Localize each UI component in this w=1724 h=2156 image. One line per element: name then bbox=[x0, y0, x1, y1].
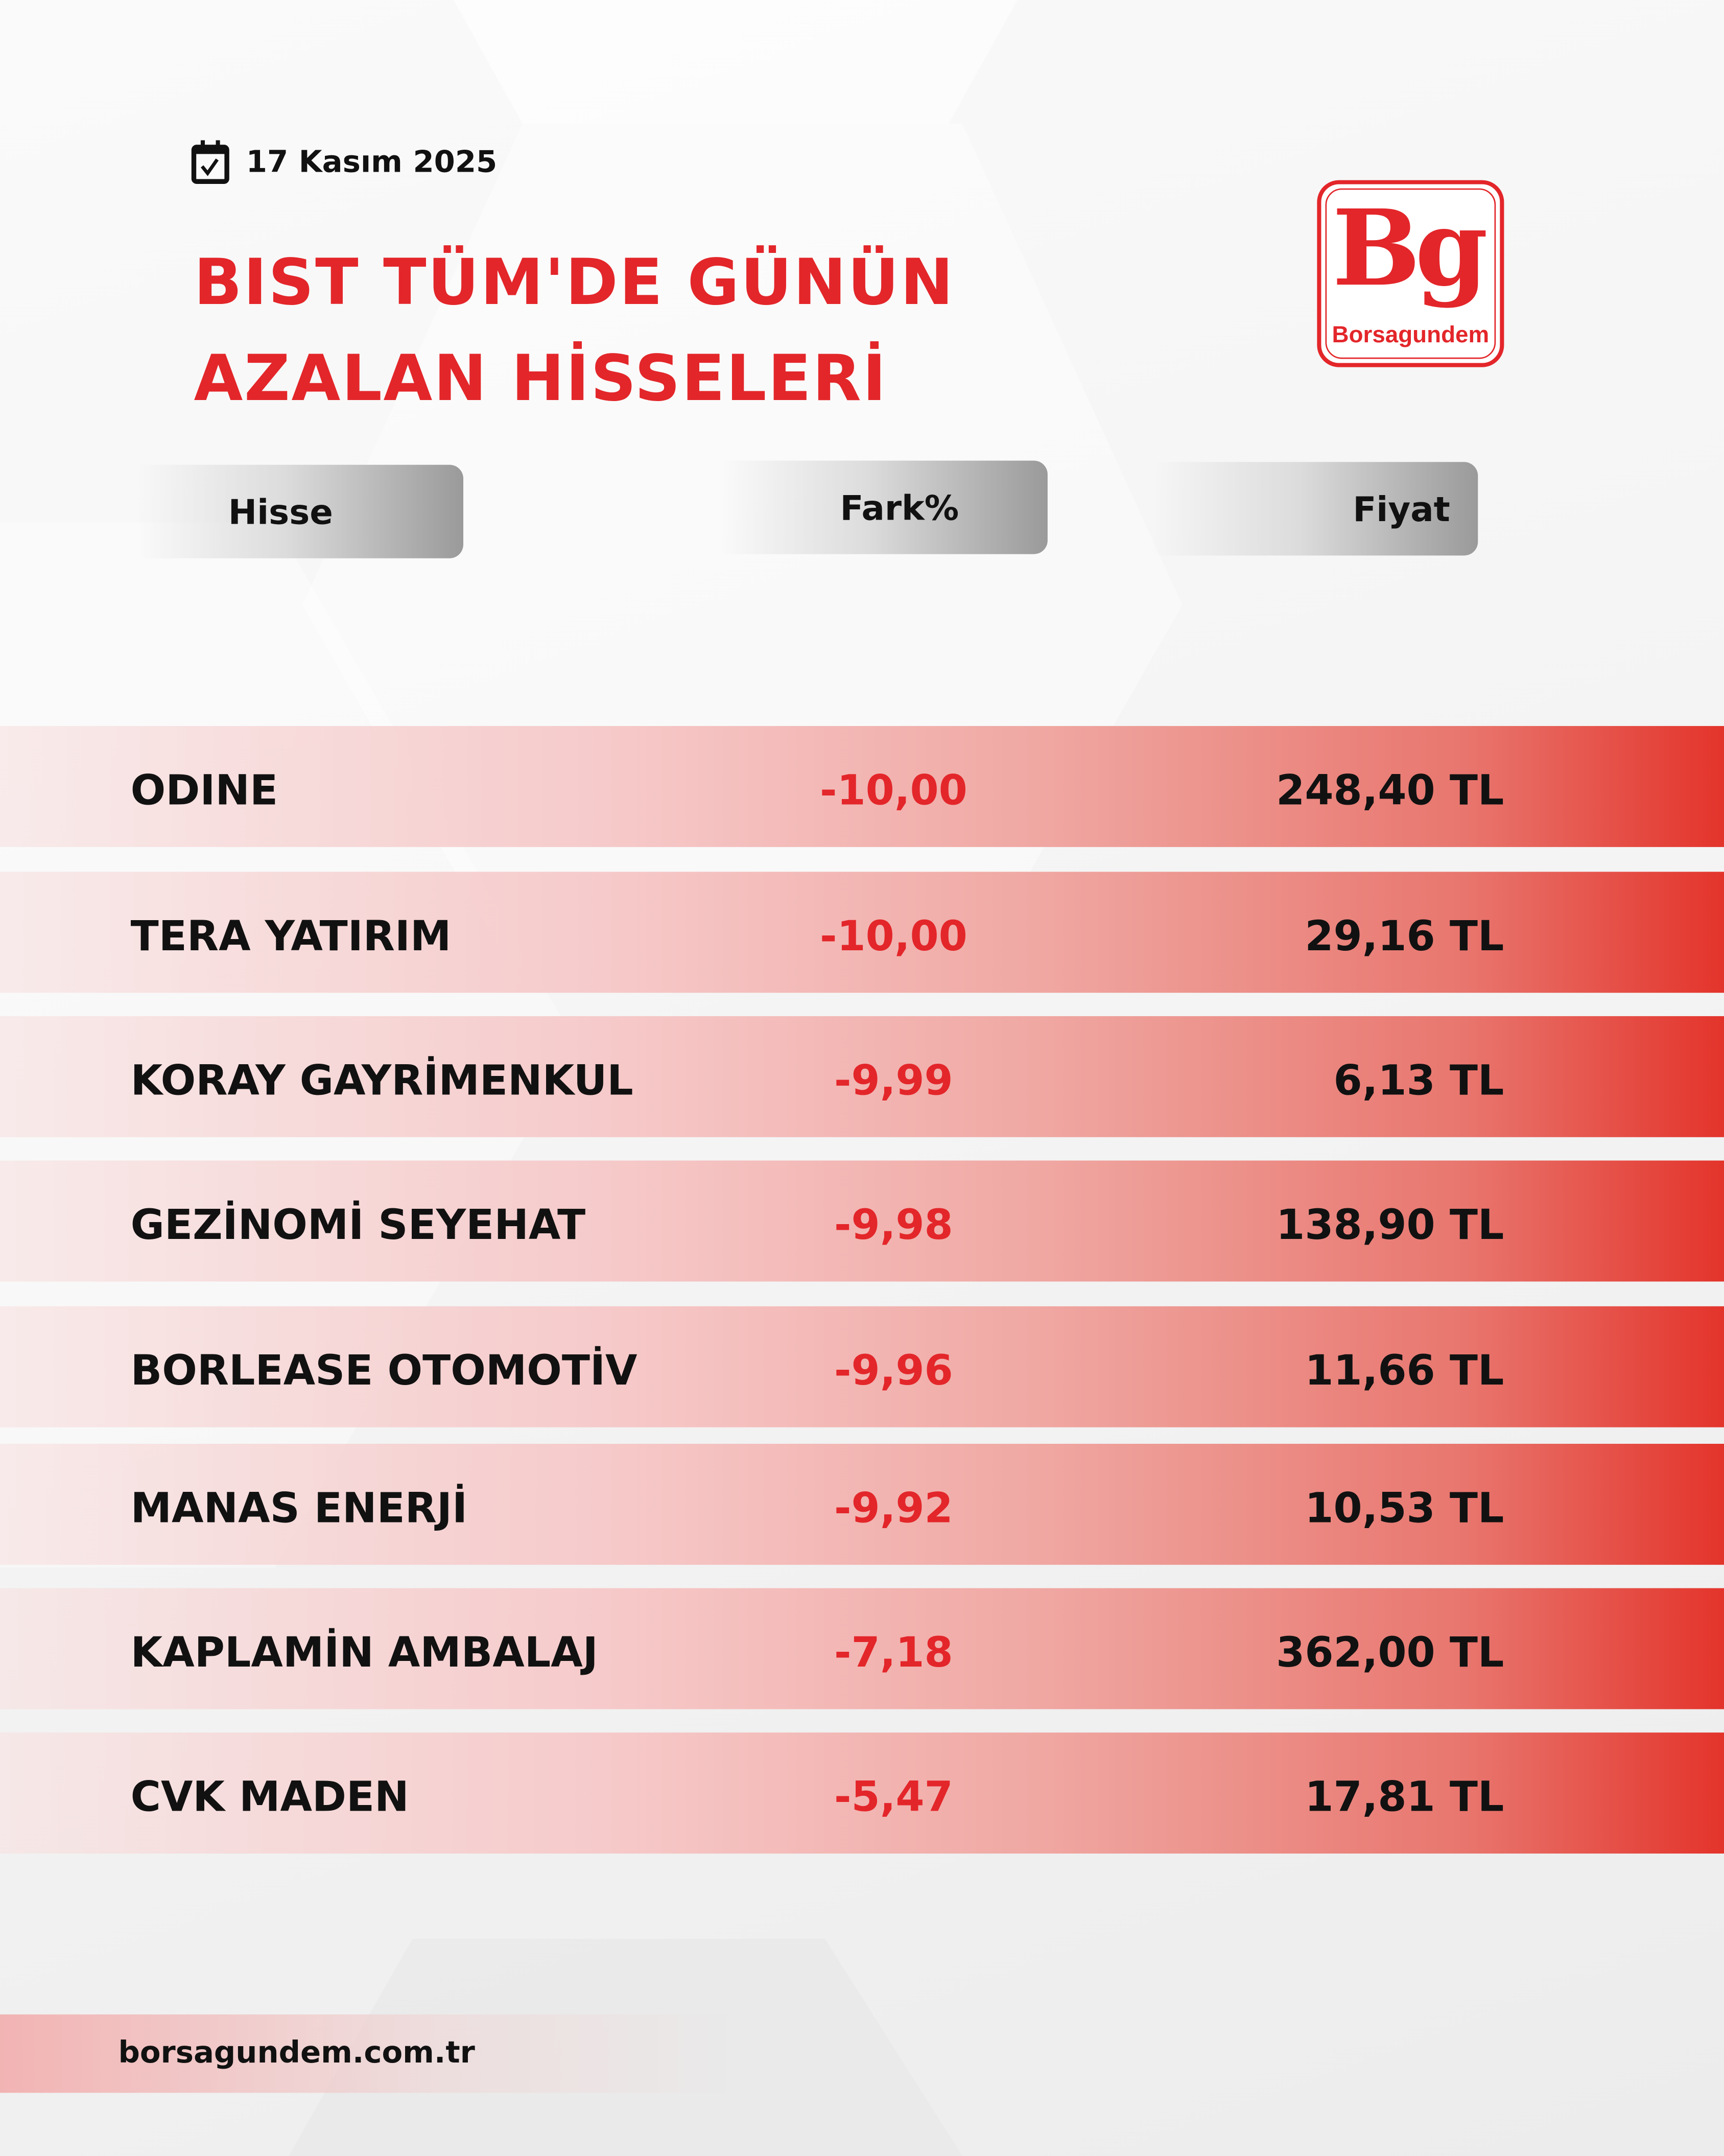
logo-mark: Bg bbox=[1332, 187, 1488, 310]
stock-name: TERA YATIRIM bbox=[130, 913, 452, 962]
stock-name: GEZİNOMİ SEYEHAT bbox=[130, 1202, 586, 1250]
table-row: KORAY GAYRİMENKUL -9,99 6,13 TL bbox=[0, 1016, 1724, 1137]
title-line-2: AZALAN HİSSELERİ bbox=[194, 341, 888, 415]
change-percent: -9,99 bbox=[834, 1057, 953, 1106]
borsagundem-logo: Bg Borsagundem bbox=[1317, 180, 1504, 367]
stock-price: 6,13 TL bbox=[1333, 1057, 1504, 1106]
stock-price: 10,53 TL bbox=[1305, 1485, 1504, 1533]
change-percent: -7,18 bbox=[834, 1629, 953, 1678]
stock-name: MANAS ENERJİ bbox=[130, 1485, 467, 1533]
table-row: CVK MADEN -5,47 17,81 TL bbox=[0, 1732, 1724, 1854]
table-row: ODINE -10,00 248,40 TL bbox=[0, 726, 1724, 847]
change-percent: -5,47 bbox=[834, 1773, 953, 1822]
date-text: 17 Kasım 2025 bbox=[246, 145, 498, 180]
table-row: MANAS ENERJİ -9,92 10,53 TL bbox=[0, 1443, 1724, 1565]
footer-url[interactable]: borsagundem.com.tr bbox=[118, 2036, 475, 2071]
change-percent: -9,92 bbox=[834, 1485, 953, 1533]
page-title: BIST TÜM'DE GÜNÜN AZALAN HİSSELERİ bbox=[194, 234, 954, 427]
change-percent: -10,00 bbox=[819, 767, 967, 816]
change-percent: -9,96 bbox=[834, 1347, 953, 1396]
stock-price: 138,90 TL bbox=[1276, 1202, 1504, 1250]
stock-name: BORLEASE OTOMOTİV bbox=[130, 1347, 637, 1396]
stock-name: CVK MADEN bbox=[130, 1773, 409, 1822]
stock-name: KORAY GAYRİMENKUL bbox=[130, 1057, 633, 1106]
column-header-change: Fark% bbox=[721, 460, 1048, 554]
column-header-stock: Hisse bbox=[137, 464, 464, 558]
table-row: BORLEASE OTOMOTİV -9,96 11,66 TL bbox=[0, 1306, 1724, 1427]
table-row: GEZİNOMİ SEYEHAT -9,98 138,90 TL bbox=[0, 1160, 1724, 1282]
footer-band: borsagundem.com.tr bbox=[0, 2014, 743, 2093]
logo-wordmark: Borsagundem bbox=[1332, 321, 1490, 348]
calendar-check-icon bbox=[191, 140, 229, 184]
stock-price: 11,66 TL bbox=[1305, 1347, 1504, 1396]
table-row: KAPLAMİN AMBALAJ -7,18 362,00 TL bbox=[0, 1588, 1724, 1709]
change-percent: -9,98 bbox=[834, 1202, 953, 1250]
stock-price: 248,40 TL bbox=[1276, 767, 1504, 816]
stock-name: ODINE bbox=[130, 767, 278, 816]
stock-price: 362,00 TL bbox=[1276, 1629, 1504, 1678]
change-percent: -10,00 bbox=[819, 913, 967, 962]
date-label: 17 Kasım 2025 bbox=[191, 140, 497, 184]
stock-price: 29,16 TL bbox=[1305, 913, 1504, 962]
column-header-price: Fiyat bbox=[1152, 462, 1478, 556]
table-row: TERA YATIRIM -10,00 29,16 TL bbox=[0, 872, 1724, 993]
stock-price: 17,81 TL bbox=[1305, 1773, 1504, 1822]
title-line-1: BIST TÜM'DE GÜNÜN bbox=[194, 245, 955, 319]
stock-name: KAPLAMİN AMBALAJ bbox=[130, 1629, 598, 1678]
